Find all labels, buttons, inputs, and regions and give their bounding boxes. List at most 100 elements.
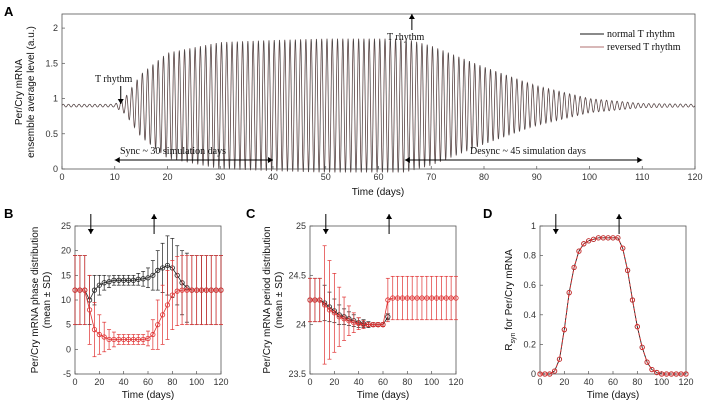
- panel-c-ytick-label: 24.5: [288, 270, 306, 280]
- data-point-reversed: [116, 336, 122, 343]
- panel-a-annotations: T rhythm T rhythm Sync ~ 30 simulation d…: [95, 14, 643, 163]
- annotation-t-rhythm-off: T rhythm: [387, 32, 425, 43]
- panel-d-ylabel: Rsyn for Per/Cry mRNA: [504, 249, 517, 351]
- panel-b-ytick-label: 20: [61, 246, 71, 256]
- data-point-normal: [135, 276, 141, 282]
- panel-d: D 0 20 40 60 80 100 120 0 0.2 0.4 0.6 0.8 1 Time (da…: [483, 206, 694, 401]
- data-point-reversed: [213, 287, 219, 293]
- data-point-reversed: [433, 295, 440, 301]
- data-point-normal: [101, 280, 107, 286]
- data-point-reversed: [370, 322, 376, 328]
- panel-c-ytick-label: 23.5: [288, 369, 306, 379]
- data-point-reversed: [581, 241, 587, 247]
- data-point-reversed: [678, 371, 684, 377]
- data-point-reversed: [385, 297, 391, 303]
- series-line-normal: [61, 38, 696, 173]
- data-point-reversed: [424, 295, 430, 301]
- arrow-t-off-head: [408, 14, 415, 19]
- data-point-reversed: [174, 288, 180, 294]
- data-point-reversed: [547, 371, 553, 377]
- panel-c-xtick-label: 40: [354, 377, 364, 387]
- data-point-reversed: [106, 336, 112, 343]
- panel-d-ylabel-rest: for Per/Cry mRNA: [504, 249, 515, 333]
- sync-span-head-right: [268, 157, 273, 163]
- data-point-reversed: [571, 264, 577, 271]
- panel-c-ylabel-line2: (mean ± SD): [274, 272, 285, 329]
- data-point-reversed: [72, 287, 78, 293]
- panel-b-xtick-label: 80: [167, 377, 177, 387]
- panel-c-series: [307, 214, 459, 365]
- data-point-reversed: [624, 267, 631, 273]
- panel-d-xtick-label: 80: [632, 377, 642, 387]
- panel-b-ytick-label: 10: [61, 295, 71, 305]
- data-point-reversed: [639, 344, 645, 350]
- data-point-reversed: [341, 316, 347, 322]
- data-point-reversed: [600, 235, 606, 241]
- data-point-reversed: [419, 295, 425, 301]
- data-point-reversed: [82, 287, 88, 293]
- panel-a-xtick-label: 30: [215, 172, 225, 182]
- panel-b-arrow-t-off-head: [151, 214, 158, 219]
- panel-b-ylabel-line2: (mean ± SD): [42, 272, 53, 329]
- panel-c-axes: 0 20 40 60 80 100 120 23.5 24 24.5 25: [288, 221, 463, 387]
- data-point-reversed: [155, 322, 161, 328]
- panel-b-ylabel-line1: Per/Cry mRNA phase distribution: [30, 227, 41, 374]
- panel-a-ylabel-line1: Per/Cry mRNA: [14, 59, 25, 125]
- data-point-reversed: [542, 371, 548, 377]
- panel-d-series: [537, 214, 689, 377]
- panel-letter-d: D: [483, 206, 492, 221]
- data-point-normal: [116, 277, 122, 283]
- panel-c-xlabel: Time (days): [357, 390, 409, 401]
- panel-b-xtick-label: 20: [94, 377, 104, 387]
- desync-span-head-left: [404, 157, 410, 163]
- data-point-reversed: [673, 371, 679, 377]
- data-point-reversed: [663, 371, 670, 377]
- data-point-reversed: [448, 295, 454, 301]
- panel-b-ytick-label: 15: [61, 270, 71, 280]
- data-point-reversed: [409, 295, 415, 301]
- data-point-normal: [155, 267, 161, 273]
- panel-b-xtick-label: 0: [72, 377, 77, 387]
- data-point-reversed: [605, 235, 611, 241]
- panel-b-xtick-label: 40: [119, 377, 129, 387]
- data-point-reversed: [615, 235, 621, 241]
- data-point-reversed: [164, 302, 171, 308]
- data-point-reversed: [443, 295, 449, 301]
- panel-c-xtick-label: 100: [424, 377, 439, 387]
- data-point-reversed: [184, 287, 190, 293]
- panel-a-ytick-label: 2: [53, 23, 58, 33]
- data-point-reversed: [321, 302, 328, 308]
- data-point-reversed: [659, 371, 665, 377]
- data-point-normal: [150, 272, 156, 278]
- panel-a-ytick-label: 0.5: [45, 129, 58, 139]
- data-point-reversed: [590, 236, 597, 242]
- data-point-reversed: [312, 297, 318, 303]
- data-point-reversed: [121, 336, 127, 343]
- panel-d-xtick-label: 60: [608, 377, 618, 387]
- data-point-reversed: [380, 322, 386, 328]
- panel-a-xtick-label: 10: [110, 172, 120, 182]
- panel-b-series: [72, 214, 224, 358]
- data-point-reversed: [101, 334, 107, 340]
- panel-letter-b: B: [4, 206, 13, 221]
- data-point-reversed: [629, 297, 636, 303]
- data-point-reversed: [365, 322, 371, 328]
- data-point-reversed: [179, 287, 185, 293]
- legend-label-reversed: reversed T rhythm: [607, 42, 681, 53]
- panel-d-ytick-label: 0.2: [523, 339, 536, 349]
- panel-b-xtick-label: 60: [143, 377, 153, 387]
- data-point-reversed: [668, 371, 675, 377]
- data-point-reversed: [150, 331, 156, 338]
- data-point-reversed: [537, 371, 543, 377]
- panel-a-ylabel-line2: ensemble average level (a.u.): [26, 26, 37, 158]
- data-point-reversed: [208, 287, 214, 293]
- data-point-reversed: [453, 295, 459, 301]
- data-point-reversed: [561, 326, 567, 333]
- data-point-reversed: [404, 295, 410, 301]
- data-point-reversed: [189, 287, 195, 293]
- panel-c-xtick-label: 80: [402, 377, 412, 387]
- data-point-reversed: [649, 366, 655, 373]
- panel-a-legend: normal T rhythm reversed T rhythm: [580, 29, 681, 53]
- data-point-normal: [140, 276, 146, 282]
- panel-b-xlabel: Time (days): [122, 390, 174, 401]
